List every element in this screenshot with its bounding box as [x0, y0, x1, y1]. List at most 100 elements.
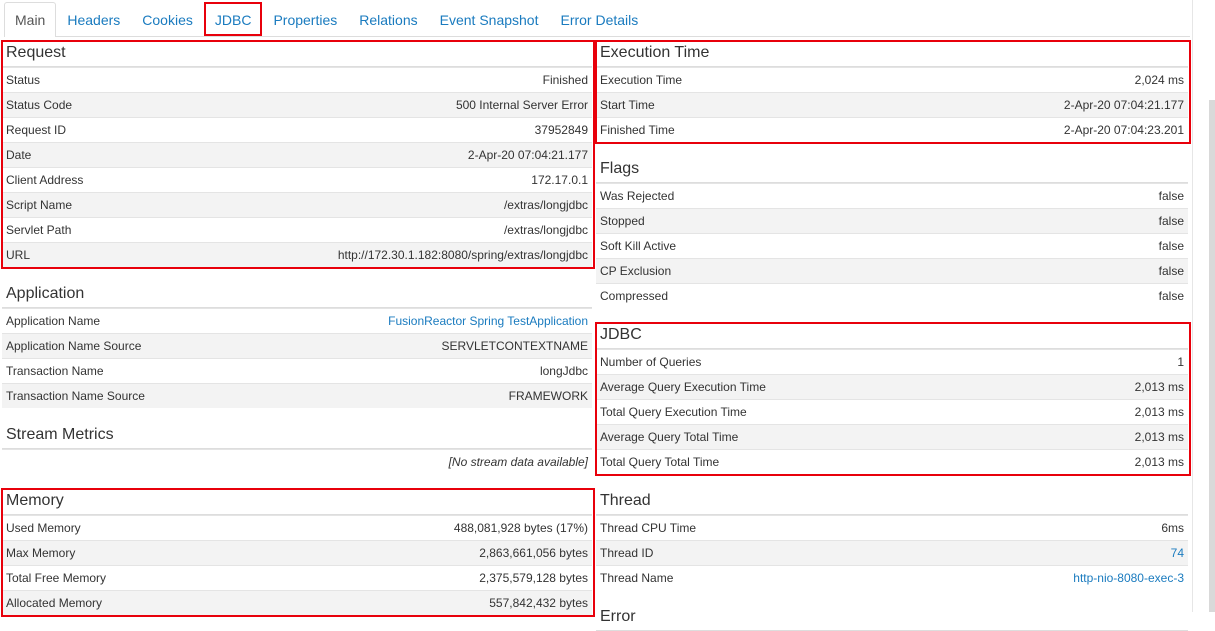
row-value: SERVLETCONTEXTNAME [441, 339, 588, 353]
row-value: 500 Internal Server Error [455, 98, 588, 112]
section: Flags Was Rejected false Stopped false Soft K… [596, 156, 1188, 308]
row-value: 2,375,579,128 bytes [479, 571, 588, 585]
tab[interactable]: JDBC [203, 2, 263, 36]
section-title: Flags [596, 156, 1188, 183]
row-label: Status Code [6, 98, 73, 112]
tab[interactable]: Cookies [142, 12, 193, 28]
row: Max Memory 2,863,661,056 bytes [2, 540, 592, 565]
section: Error [596, 604, 1188, 631]
row-link[interactable]: 74 [1170, 546, 1184, 560]
section-title: Execution Time [596, 40, 1188, 67]
row-label: Transaction Name [6, 364, 104, 378]
tab[interactable]: Properties [273, 12, 338, 28]
row-value: 2-Apr-20 07:04:21.177 [467, 148, 588, 162]
row-label: Total Free Memory [6, 571, 107, 585]
row: URL http://172.30.1.182:8080/spring/extra… [2, 242, 592, 267]
row-label: Total Query Total Time [600, 455, 720, 469]
row: Allocated Memory 557,842,432 bytes [2, 590, 592, 615]
row: Execution Time 2,024 ms [596, 67, 1188, 92]
row-label: Average Query Total Time [600, 430, 739, 444]
section-title: Error [596, 604, 1188, 631]
row: CP Exclusion false [596, 258, 1188, 283]
row: Finished Time 2-Apr-20 07:04:23.201 [596, 117, 1188, 142]
section-rows: Application Name FusionReactor Spring Tes… [2, 308, 592, 408]
row-value: 2,013 ms [1134, 455, 1184, 469]
row-value: 488,081,928 bytes (17%) [453, 521, 588, 535]
tab[interactable]: Relations [359, 12, 418, 28]
row-value: false [1158, 214, 1184, 228]
section: Application Application Name FusionReactor… [2, 281, 592, 408]
section-rows: [No stream data available] [2, 449, 592, 474]
row-value: 6ms [1161, 521, 1184, 535]
tab[interactable]: Error Details [560, 12, 639, 28]
scrollbar-thumb[interactable] [1209, 100, 1215, 612]
section: Memory Used Memory 488,081,928 bytes (17%)… [1, 488, 595, 617]
row: Client Address 172.17.0.1 [2, 167, 592, 192]
row-label: Allocated Memory [6, 596, 103, 610]
row: Average Query Total Time 2,013 ms [596, 424, 1188, 449]
row: Start Time 2-Apr-20 07:04:21.177 [596, 92, 1188, 117]
row: Request ID 37952849 [2, 117, 592, 142]
tab[interactable]: Headers [67, 12, 121, 28]
row-label: Request ID [6, 123, 67, 137]
row-label: Script Name [6, 198, 73, 212]
row-label: Execution Time [600, 73, 683, 87]
row-label: Soft Kill Active [600, 239, 677, 253]
row: Total Query Total Time 2,013 ms [596, 449, 1188, 474]
row-label: Start Time [600, 98, 655, 112]
row-label: Application Name Source [6, 339, 142, 353]
row: Total Free Memory 2,375,579,128 bytes [2, 565, 592, 590]
row: Was Rejected false [596, 183, 1188, 208]
right-column: Execution Time Execution Time 2,024 ms Star… [595, 40, 1191, 631]
tab-bar: Main Headers Cookies JDBC Properties Relation… [4, 2, 1190, 37]
row: Status Code 500 Internal Server Error [2, 92, 592, 117]
row-value: false [1158, 189, 1184, 203]
section-title: Application [2, 281, 592, 308]
section-title: Stream Metrics [2, 422, 592, 449]
row-value: 2,013 ms [1134, 430, 1184, 444]
row-label: Servlet Path [6, 223, 72, 237]
row: Status Finished [2, 67, 592, 92]
row: Date 2-Apr-20 07:04:21.177 [2, 142, 592, 167]
tab[interactable]: Main [4, 2, 57, 37]
row-value: 1 [1177, 355, 1184, 369]
row: Script Name/extras/longjdbc [2, 192, 592, 217]
row-label: Date [6, 148, 32, 162]
row-label: Client Address [6, 173, 84, 187]
row-value: 2-Apr-20 07:04:21.177 [1063, 98, 1184, 112]
row: Total Query Execution Time 2,013 ms [596, 399, 1188, 424]
row-link[interactable]: http-nio-8080-exec-3 [1073, 571, 1184, 585]
row: Compressed false [596, 283, 1188, 308]
row: Transaction Name longJdbc [2, 358, 592, 383]
tab[interactable]: Event Snapshot [439, 12, 539, 28]
row-label: Number of Queries [600, 355, 702, 369]
row-label: Was Rejected [600, 189, 675, 203]
row-value: [No stream data available] [448, 455, 588, 469]
section-title: Request [2, 40, 592, 67]
row-label: CP Exclusion [600, 264, 672, 278]
row-value: Finished [542, 73, 588, 87]
section-rows: Status Finished Status Code 500 Internal Se… [2, 67, 592, 267]
row-label: Average Query Execution Time [600, 380, 766, 394]
row-value: 37952849 [534, 123, 588, 137]
row-value: false [1158, 289, 1184, 303]
row-value: FRAMEWORK [508, 389, 588, 403]
row-label: Used Memory [6, 521, 81, 535]
row-label: Max Memory [6, 546, 76, 560]
row-value: false [1158, 239, 1184, 253]
row-value: 172.17.0.1 [531, 173, 588, 187]
row-value: 557,842,432 bytes [489, 596, 588, 610]
row: Average Query Execution Time 2,013 ms [596, 374, 1188, 399]
section-rows: Thread CPU Time 6ms Thread ID 74 Thread Name… [596, 515, 1188, 590]
row: Number of Queries 1 [596, 349, 1188, 374]
row: Soft Kill Active false [596, 233, 1188, 258]
row: [No stream data available] [2, 449, 592, 474]
row: Thread Name http-nio-8080-exec-3 [596, 565, 1188, 590]
row-link[interactable]: FusionReactor Spring TestApplication [388, 314, 588, 328]
scrollbar[interactable] [1192, 0, 1215, 612]
row-label: Thread CPU Time [600, 521, 697, 535]
row-label: Compressed [600, 289, 669, 303]
row-label: Finished Time [600, 123, 675, 137]
row-label: URL [6, 248, 31, 262]
